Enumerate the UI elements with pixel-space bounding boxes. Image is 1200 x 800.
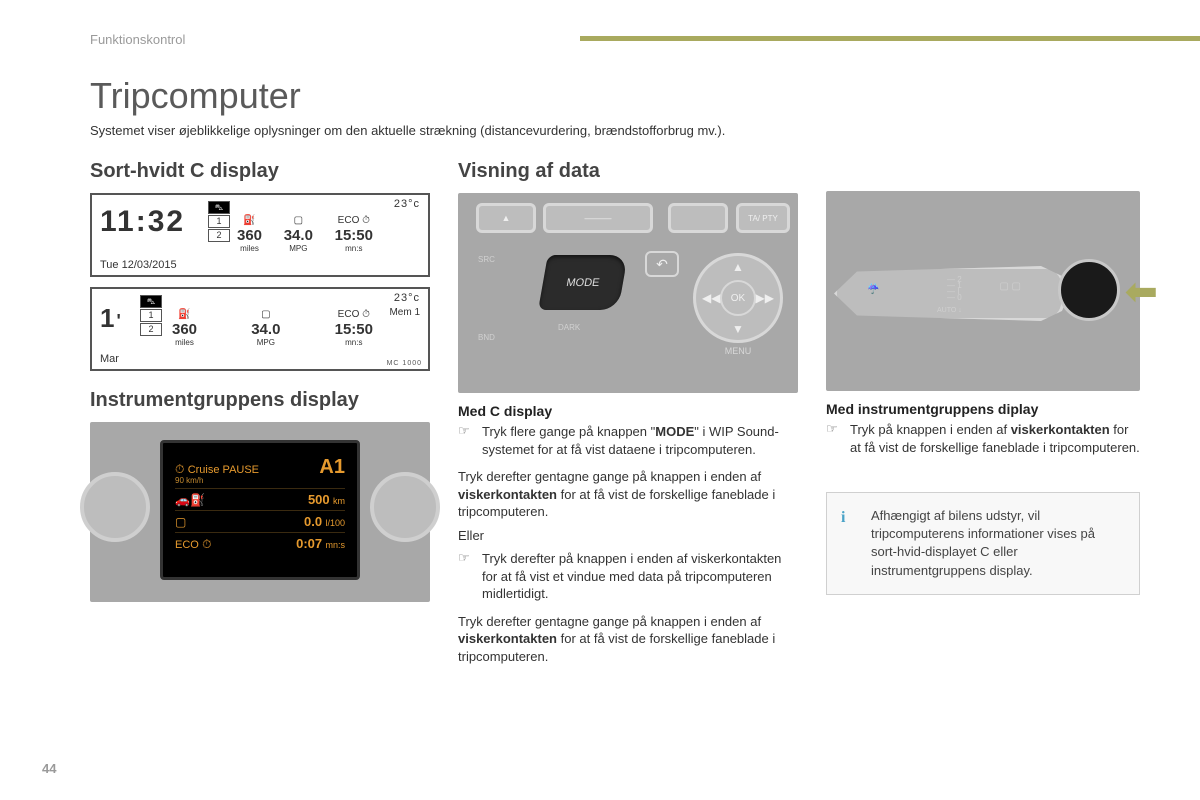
nav-down-icon: ▼ <box>732 322 744 336</box>
gauge-right-icon <box>370 472 440 542</box>
menu-label: MENU <box>725 346 752 356</box>
cluster-a1: A1 <box>319 456 345 479</box>
mode-panel-illustration: ▲ ——— TA/ PTY SRC BND MODE DARK ↶ ▲ ▼ ◀◀… <box>458 193 798 393</box>
cluster-screen: ⏱ Cruise PAUSE 90 km/h A1 🚗⛽ 500 km ▢ 0.… <box>160 440 360 580</box>
car-pump-icon: 🚗⛽ <box>175 493 205 507</box>
lcd2-mem: Mem 1 <box>389 307 420 318</box>
stalk-illustration: ☔ — 2— 1— I— 0 AUTO ↓ ▢ ▢ ⬅ <box>826 191 1140 391</box>
pointer-icon: ☞ <box>826 421 840 462</box>
bullet-mode: ☞ Tryk flere gange på knappen "MODE" i W… <box>458 423 798 464</box>
pointer-icon: ☞ <box>458 550 472 609</box>
lcd1-time-metric: ECO ⏱ 15:50 mn:s <box>335 215 373 253</box>
page-title: Tripcomputer <box>90 75 1140 117</box>
info-icon: i <box>841 507 859 525</box>
lcd-panel-2: 23°c Mem 1 1' Mar ⛍ 1 2 ⛽ 360 miles ▢ 34… <box>90 287 430 371</box>
bullet-wiper: ☞ Tryk derefter på knappen i enden af vi… <box>458 550 798 609</box>
heading-data-view: Visning af data <box>458 160 798 183</box>
heading-bw-display: Sort-hvidt C display <box>90 160 430 183</box>
nav-wheel: ▲ ▼ ◀◀ ▶▶ OK MENU <box>693 253 783 343</box>
car-icon: ⛍ <box>140 295 162 308</box>
lcd2-tabs: ⛍ 1 2 <box>140 295 162 337</box>
blank-button-icon <box>668 203 728 233</box>
or-label: Eller <box>458 527 798 545</box>
lcd2-time: 1' <box>100 303 123 334</box>
para-wiper-1: Tryk derefter gentagne gange på knappen … <box>458 468 798 521</box>
page-number: 44 <box>42 761 56 776</box>
bnd-label: BND <box>478 333 495 342</box>
subheading-instrument: Med instrumentgruppens diplay <box>826 401 1140 417</box>
back-button-icon: ↶ <box>645 251 679 277</box>
wiper-stalk-icon: ☔ — 2— 1— I— 0 AUTO ↓ ▢ ▢ <box>834 266 1064 321</box>
ok-button: OK <box>720 280 756 316</box>
lcd1-range: ⛽ 360 miles <box>237 215 262 253</box>
eject-button-icon: ▲ <box>476 203 536 233</box>
lcd2-mc: MC 1000 <box>387 360 422 367</box>
src-label: SRC <box>478 255 495 264</box>
lcd2-mpg: ▢ 34.0 MPG <box>251 309 280 347</box>
speedometer-icon: ⏱ <box>175 462 188 476</box>
nav-up-icon: ▲ <box>732 260 744 274</box>
lcd1-time: 11:32 <box>100 205 185 239</box>
lcd1-tabs: ⛍ 1 2 <box>208 201 230 243</box>
nav-left-icon: ◀◀ <box>702 291 720 305</box>
bullet-instrument: ☞ Tryk på knappen i enden af viskerkonta… <box>826 421 1140 462</box>
nav-right-icon: ▶▶ <box>756 291 774 305</box>
pointer-icon: ☞ <box>458 423 472 464</box>
lcd-panel-1: 23°c 11:32 Tue 12/03/2015 ⛍ 1 2 ⛽ 360 mi… <box>90 193 430 277</box>
gauge-left-icon <box>80 472 150 542</box>
accent-bar <box>580 36 1200 41</box>
fuel-icon: ▢ <box>175 515 186 529</box>
subheading-c-display: Med C display <box>458 403 798 419</box>
lcd2-time-metric: ECO ⏱ 15:50 mn:s <box>335 309 373 347</box>
lcd2-range: ⛽ 360 miles <box>172 309 197 347</box>
ta-pty-button: TA/ PTY <box>736 203 790 233</box>
stalk-button[interactable] <box>1058 259 1120 321</box>
arrow-left-icon: ⬅ <box>1124 269 1158 315</box>
heading-cluster-display: Instrumentgruppens display <box>90 389 430 412</box>
slot-icon: ——— <box>543 203 653 233</box>
dark-label: DARK <box>558 323 580 332</box>
cluster-illustration: ⏱ Cruise PAUSE 90 km/h A1 🚗⛽ 500 km ▢ 0.… <box>90 422 430 602</box>
mode-button[interactable]: MODE <box>538 255 628 310</box>
para-wiper-2: Tryk derefter gentagne gange på knappen … <box>458 613 798 666</box>
lcd2-day: Mar <box>100 353 119 365</box>
lcd1-mpg: ▢ 34.0 MPG <box>284 215 313 253</box>
lcd1-date: Tue 12/03/2015 <box>100 259 177 271</box>
intro-text: Systemet viser øjeblikkelige oplysninger… <box>90 123 1140 138</box>
info-box: i Afhængigt af bilens udstyr, vil tripco… <box>826 492 1140 595</box>
lcd1-temp: 23°c <box>394 198 420 210</box>
lcd2-temp: 23°c <box>394 292 420 304</box>
